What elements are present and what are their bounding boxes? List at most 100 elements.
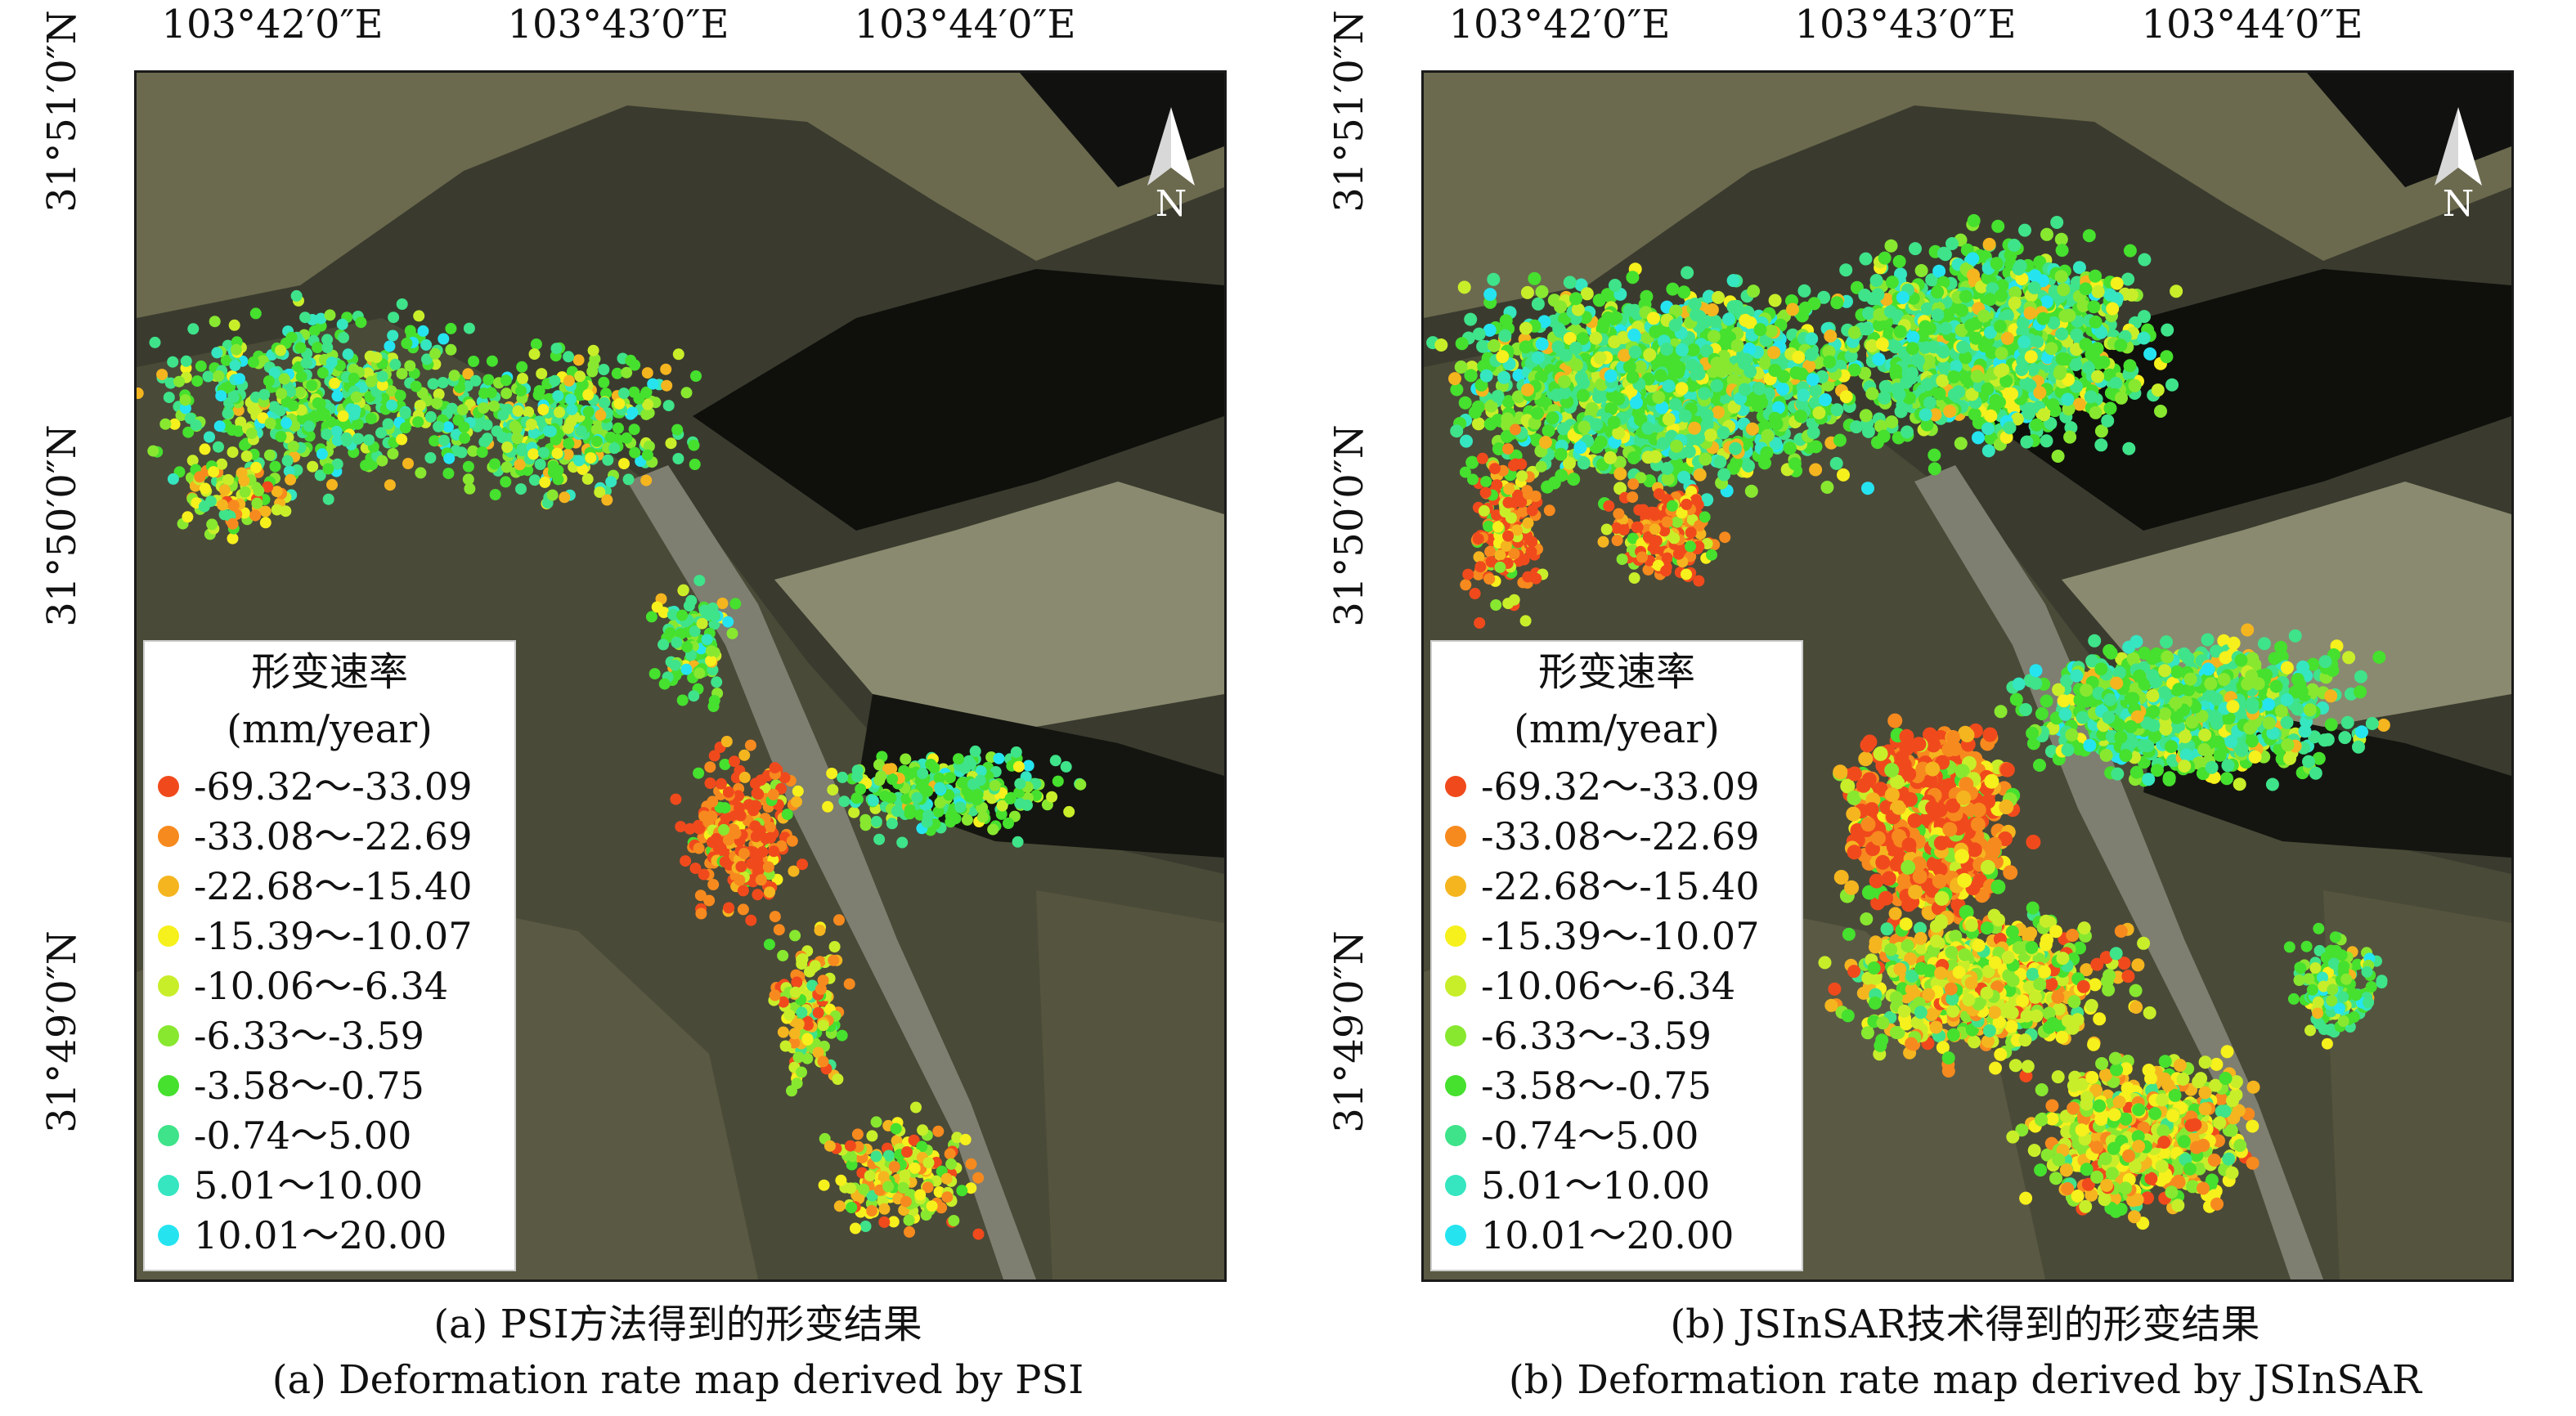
deformation-point <box>370 352 383 364</box>
deformation-point <box>532 389 545 401</box>
deformation-point <box>1662 412 1676 426</box>
deformation-point <box>1510 458 1522 470</box>
deformation-point <box>559 491 571 504</box>
deformation-point <box>850 792 863 804</box>
deformation-point <box>1914 264 1928 277</box>
deformation-point <box>1966 252 1980 266</box>
deformation-point <box>940 1172 953 1185</box>
deformation-point <box>1577 376 1591 390</box>
deformation-point <box>1768 364 1782 377</box>
deformation-point <box>859 1221 872 1232</box>
deformation-point <box>749 777 761 790</box>
deformation-point <box>468 356 480 367</box>
deformation-point <box>228 319 240 331</box>
deformation-point <box>1672 365 1685 379</box>
deformation-point <box>826 768 838 779</box>
deformation-point <box>1860 322 1874 336</box>
deformation-point <box>1577 456 1591 470</box>
deformation-point <box>901 1146 913 1158</box>
deformation-point <box>1464 312 1478 326</box>
deformation-point <box>2109 376 2123 390</box>
deformation-point <box>1884 239 1898 253</box>
deformation-point <box>768 845 780 858</box>
deformation-point <box>769 911 781 923</box>
deformation-point <box>1738 356 1751 370</box>
deformation-point <box>1459 466 1471 478</box>
deformation-point <box>424 410 437 423</box>
deformation-point <box>1567 473 1581 486</box>
deformation-point <box>1871 288 1885 302</box>
deformation-point <box>2033 386 2047 400</box>
deformation-point <box>1505 512 1517 524</box>
legend-item: -10.06～-6.34 <box>145 961 514 1010</box>
deformation-point <box>993 752 1005 764</box>
deformation-point <box>394 389 406 401</box>
deformation-point <box>904 808 916 820</box>
deformation-point <box>552 473 564 486</box>
deformation-point <box>1458 396 1472 410</box>
deformation-point <box>512 405 524 417</box>
deformation-point <box>1519 321 1533 335</box>
deformation-point <box>1643 347 1657 361</box>
deformation-point <box>722 786 734 798</box>
deformation-point <box>744 739 756 751</box>
deformation-point <box>2138 253 2152 267</box>
deformation-point <box>1465 455 1479 469</box>
deformation-point <box>1554 447 1568 461</box>
deformation-point <box>1607 415 1621 429</box>
deformation-point <box>1983 293 1997 307</box>
deformation-point <box>1872 352 1886 366</box>
deformation-point <box>669 659 681 671</box>
deformation-point <box>660 363 672 375</box>
deformation-point <box>1989 393 2003 407</box>
deformation-point <box>251 497 263 509</box>
deformation-point <box>525 419 537 430</box>
deformation-point <box>1531 406 1544 420</box>
deformation-point <box>1688 421 1702 435</box>
deformation-point <box>2079 338 2093 352</box>
deformation-point <box>1013 786 1025 799</box>
deformation-point <box>283 465 295 477</box>
legend-item: -0.74～5.00 <box>145 1110 514 1160</box>
deformation-point <box>788 865 800 877</box>
deformation-point <box>259 517 272 529</box>
legend-label: -6.33～-3.59 <box>194 1013 424 1058</box>
deformation-point <box>280 396 293 408</box>
deformation-point <box>1612 426 1626 440</box>
deformation-point <box>1592 390 1605 404</box>
deformation-point <box>2020 435 2034 449</box>
deformation-point <box>420 338 433 351</box>
deformation-point <box>1947 370 1961 383</box>
deformation-point <box>1752 391 1766 405</box>
deformation-point <box>458 421 470 433</box>
deformation-point <box>1535 460 1547 473</box>
deformation-point <box>594 486 606 498</box>
deformation-point <box>1633 360 1647 374</box>
deformation-point <box>180 355 192 367</box>
deformation-point <box>1551 340 1565 354</box>
deformation-point <box>1729 441 1743 455</box>
deformation-point <box>448 370 460 382</box>
deformation-point <box>263 449 276 461</box>
deformation-point <box>694 889 707 902</box>
deformation-point <box>688 690 700 702</box>
deformation-point <box>1861 307 1875 320</box>
deformation-point <box>1967 268 1980 282</box>
deformation-point <box>763 939 775 951</box>
deformation-map-jsinsar: N 形变速率 (mm/year) -69.32～-33.09 -33.08～-22… <box>1421 70 2514 1282</box>
deformation-point <box>199 482 211 495</box>
deformation-point <box>792 1018 805 1030</box>
deformation-point <box>878 1203 891 1215</box>
legend-swatch <box>158 825 179 847</box>
deformation-point <box>750 800 762 812</box>
deformation-map-psi: N 形变速率 (mm/year) -69.32～-33.09 -33.08～-22… <box>134 70 1227 1282</box>
deformation-point <box>1662 356 1676 369</box>
deformation-point <box>387 448 399 459</box>
deformation-point <box>1793 410 1807 423</box>
deformation-point <box>704 777 716 789</box>
deformation-point <box>651 601 663 613</box>
deformation-point <box>1457 280 1471 294</box>
deformation-point <box>2000 331 2014 345</box>
deformation-point <box>2143 347 2157 361</box>
deformation-point <box>187 323 200 335</box>
